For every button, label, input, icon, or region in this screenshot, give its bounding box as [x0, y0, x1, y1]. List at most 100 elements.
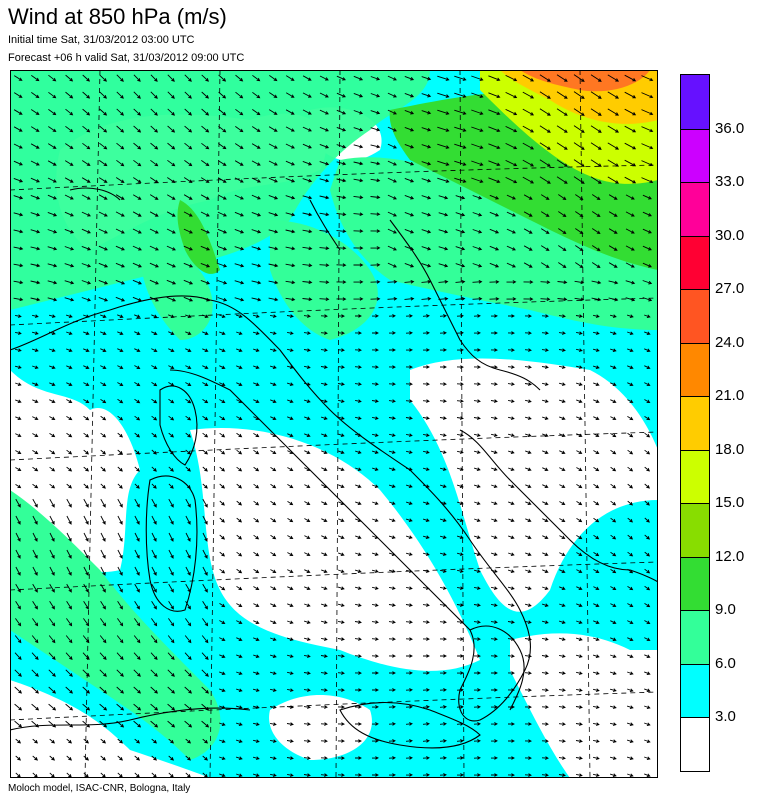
wind-arrow — [506, 245, 516, 251]
wind-arrow — [404, 262, 415, 268]
wind-arrow — [32, 532, 38, 542]
wind-arrow — [490, 722, 498, 726]
wind-arrow — [607, 91, 620, 99]
wind-arrow — [253, 551, 260, 557]
wind-arrow — [167, 177, 176, 184]
wind-arrow — [151, 483, 157, 489]
wind-arrow — [337, 586, 345, 590]
wind-arrow — [285, 297, 296, 302]
wind-arrow — [286, 348, 294, 352]
wind-arrow — [151, 348, 158, 352]
wind-arrow — [13, 109, 23, 115]
wind-arrow — [286, 382, 294, 386]
wind-arrow — [236, 586, 243, 591]
wind-arrow — [508, 722, 515, 726]
wind-arrow — [524, 756, 532, 760]
wind-arrow — [405, 620, 413, 624]
wind-arrow — [202, 432, 209, 438]
wind-arrow — [575, 705, 583, 709]
wind-arrow — [388, 722, 396, 726]
wind-arrow — [337, 382, 345, 386]
wind-arrow — [304, 518, 311, 522]
wind-arrow — [167, 91, 175, 99]
wind-arrow — [421, 144, 432, 149]
wind-arrow — [116, 159, 125, 167]
wind-arrow — [591, 297, 602, 302]
wind-arrow — [507, 654, 515, 658]
wind-arrow — [507, 433, 515, 437]
wind-arrow — [134, 365, 141, 369]
wind-arrow — [524, 365, 532, 369]
wind-arrow — [83, 449, 90, 455]
wind-arrow — [83, 331, 90, 335]
wind-arrow — [236, 365, 243, 369]
wind-arrow — [270, 637, 277, 641]
wind-arrow — [15, 566, 21, 576]
wind-arrow — [168, 498, 174, 508]
wind-arrow — [303, 620, 311, 624]
wind-arrow — [388, 467, 396, 471]
wind-arrow — [286, 314, 294, 318]
wind-arrow — [593, 534, 600, 540]
wind-arrow — [471, 143, 484, 149]
wind-arrow — [47, 297, 58, 302]
wind-arrow — [268, 212, 279, 217]
wind-arrow — [32, 755, 39, 761]
wind-arrow — [421, 178, 432, 183]
wind-arrow — [184, 635, 192, 644]
wind-arrow — [117, 566, 123, 576]
wind-arrow — [336, 126, 347, 132]
wind-arrow — [30, 246, 41, 251]
wind-arrow — [133, 686, 142, 694]
wind-arrow — [66, 498, 72, 508]
wind-arrow — [524, 739, 532, 743]
wind-arrow — [66, 399, 73, 403]
wind-arrow — [100, 365, 107, 369]
wind-arrow — [64, 177, 74, 183]
wind-arrow — [65, 635, 73, 644]
wind-arrow — [405, 518, 413, 522]
wind-arrow — [304, 467, 311, 471]
wind-arrow — [472, 212, 483, 217]
wind-arrow — [608, 280, 619, 285]
wind-arrow — [13, 143, 23, 149]
wind-arrow — [202, 755, 209, 761]
wind-arrow — [644, 500, 650, 506]
wind-arrow — [235, 74, 244, 82]
wind-arrow — [321, 637, 328, 641]
wind-arrow — [168, 600, 174, 610]
wind-arrow — [608, 245, 618, 251]
wind-arrow — [372, 603, 379, 607]
wind-arrow — [456, 467, 464, 471]
wind-arrow — [320, 399, 328, 403]
wind-arrow — [541, 348, 549, 352]
wind-arrow — [65, 703, 74, 711]
wind-arrow — [576, 416, 583, 420]
wind-arrow — [454, 160, 467, 166]
wind-arrow — [610, 603, 617, 607]
wind-arrow — [117, 483, 123, 489]
wind-arrow — [47, 280, 58, 285]
wind-arrow — [405, 467, 413, 471]
wind-arrow — [575, 348, 583, 352]
wind-arrow — [100, 549, 106, 559]
wind-arrow — [422, 518, 430, 522]
wind-arrow — [287, 484, 294, 489]
wind-arrow — [285, 195, 296, 200]
wind-arrow — [508, 552, 515, 556]
wind-arrow — [134, 498, 140, 508]
wind-arrow — [558, 211, 567, 218]
wind-arrow — [150, 159, 159, 167]
wind-arrow — [65, 108, 74, 116]
wind-arrow — [558, 262, 567, 269]
wind-arrow — [31, 348, 39, 352]
wind-arrow — [627, 399, 634, 403]
wind-arrow — [354, 671, 362, 675]
wind-arrow — [644, 432, 651, 438]
wind-arrow — [219, 483, 226, 489]
wind-arrow — [134, 466, 140, 472]
wind-arrow — [627, 688, 634, 692]
wind-arrow — [82, 652, 90, 661]
wind-arrow — [642, 194, 652, 200]
wind-arrow — [303, 739, 311, 743]
